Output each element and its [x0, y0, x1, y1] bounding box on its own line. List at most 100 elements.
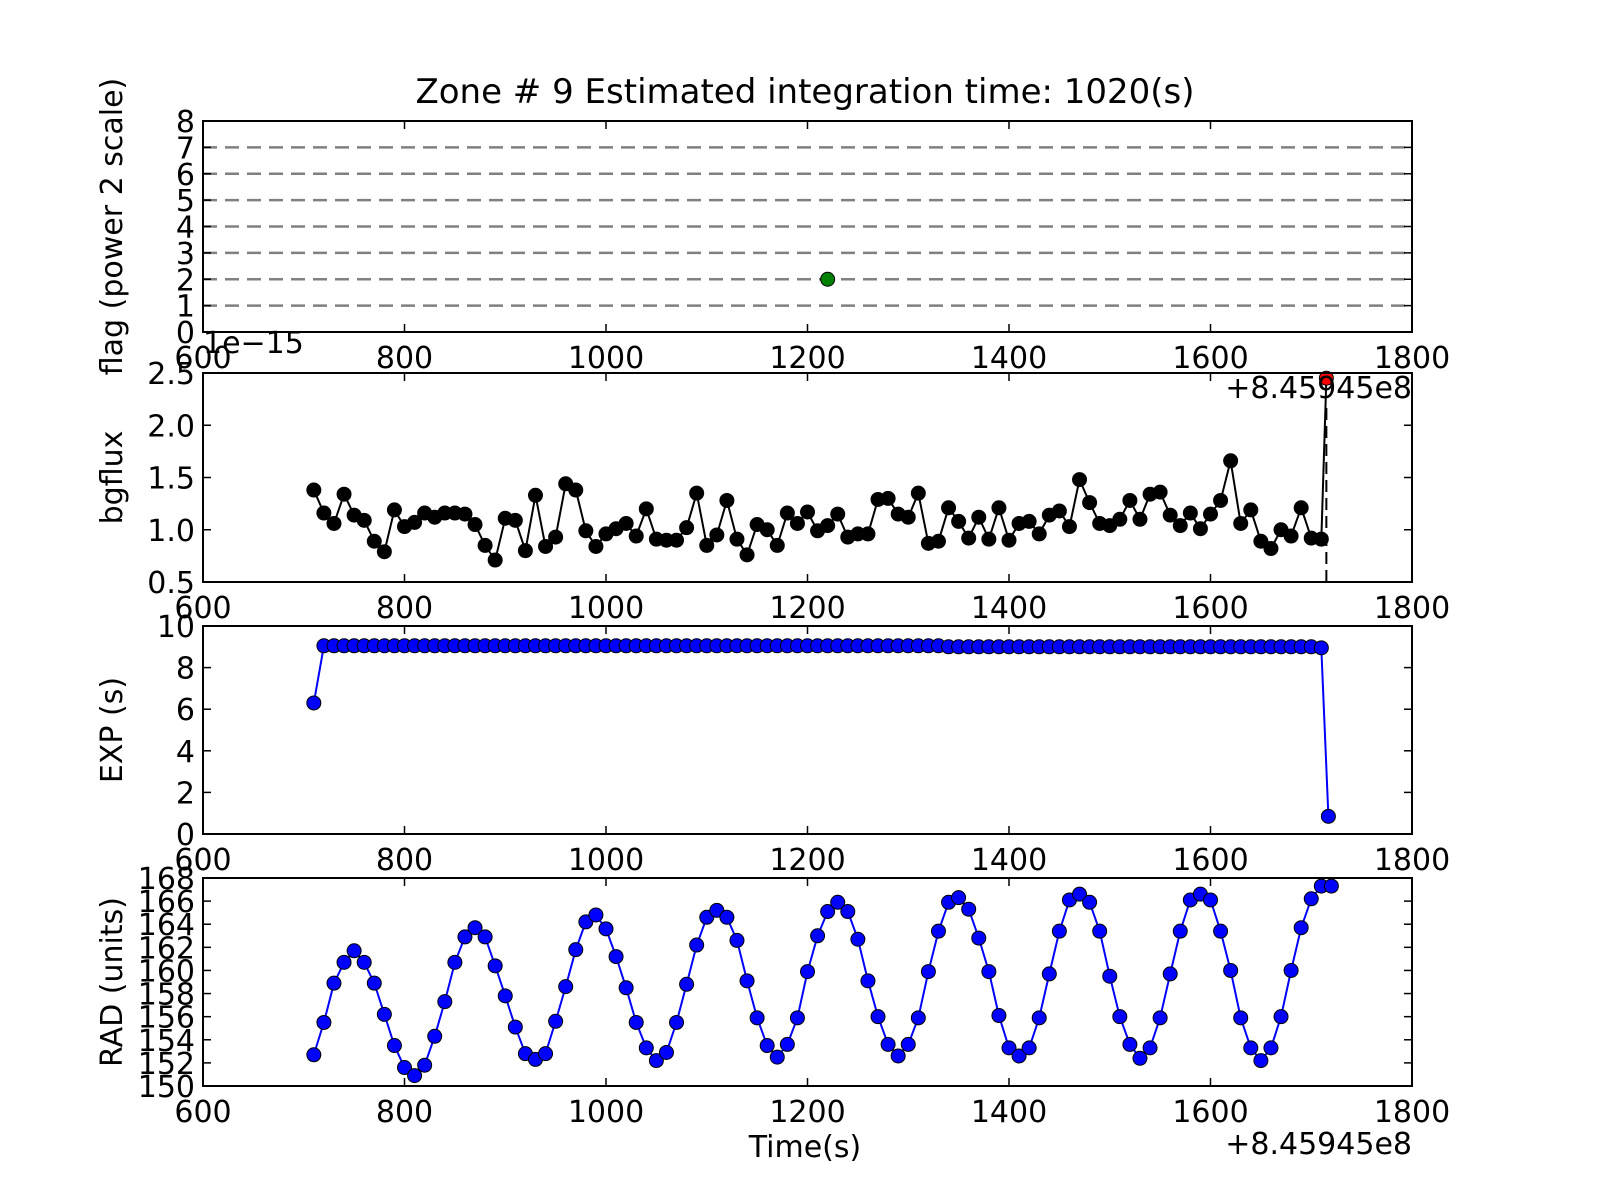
data-point-rad-97: [1283, 962, 1299, 978]
data-point-rad-91: [1223, 962, 1239, 978]
ytick-label-rad-1: 152: [138, 1047, 195, 1082]
data-point-rad-37: [679, 976, 695, 992]
data-point-bgflux-8: [386, 502, 402, 518]
data-point-bgflux-7: [376, 544, 392, 560]
xtick-label-exp-0: 600: [174, 843, 231, 878]
data-point-rad-78: [1092, 923, 1108, 939]
data-point-bgflux-88: [1192, 521, 1208, 537]
xtick-label-bgflux-0: 600: [174, 591, 231, 626]
data-point-bgflux-16: [467, 517, 483, 533]
scale-label-bgflux: 1e−15: [203, 326, 304, 361]
x-offset-label: +8.45945e8: [1225, 1127, 1412, 1162]
data-point-bgflux-46: [769, 537, 785, 553]
data-point-rad-25: [558, 979, 574, 995]
ytick-label-flag-7: 7: [176, 131, 195, 166]
series-segment-bgflux: [1320, 378, 1328, 540]
data-point-bgflux-42: [729, 531, 745, 547]
data-point-rad-4: [346, 943, 362, 959]
data-point-bgflux-21: [517, 543, 533, 559]
data-point-bgflux-89: [1203, 506, 1218, 522]
data-point-rad-38: [689, 937, 705, 953]
data-point-rad-57: [880, 1036, 896, 1052]
xtick-label-rad-4: 1400: [971, 1095, 1047, 1130]
ytick-label-flag-0: 0: [176, 316, 195, 351]
ytick-label-flag-4: 4: [176, 211, 195, 246]
ytick-label-rad-6: 162: [138, 931, 195, 966]
data-point-bgflux-17: [477, 537, 493, 553]
data-point-flag-0: [820, 271, 836, 287]
data-point-bgflux-32: [628, 528, 644, 544]
data-point-bgflux-86: [1172, 518, 1188, 534]
data-point-rad-32: [628, 1014, 644, 1030]
data-point-rad-82: [1132, 1050, 1148, 1066]
data-point-bgflux-55: [860, 526, 876, 542]
data-point-bgflux-92: [1233, 515, 1249, 531]
ytick-label-exp-3: 6: [176, 693, 195, 728]
panels: 600 800 1000 1200 1400 1600 1800012345678flag …: [95, 78, 1450, 1130]
data-point-rad-13: [437, 994, 453, 1010]
data-point-rad-93: [1243, 1040, 1259, 1056]
data-point-rad-9: [397, 1060, 412, 1076]
data-point-rad-30: [608, 949, 624, 965]
data-point-bgflux-2: [326, 515, 342, 531]
data-point-bgflux-27: [578, 523, 594, 539]
xtick-label-rad-5: 1600: [1172, 1095, 1248, 1130]
data-point-rad-90: [1213, 923, 1229, 939]
data-point-bgflux-6: [366, 533, 382, 549]
xtick-label-flag-1: 800: [376, 341, 433, 376]
data-point-bgflux-74: [1051, 503, 1067, 519]
data-point-bgflux-47: [779, 505, 795, 521]
ytick-label-bgflux-1: 1.0: [147, 514, 195, 549]
xtick-label-exp-4: 1400: [971, 843, 1047, 878]
ytick-label-bgflux-0: 0.5: [147, 566, 195, 601]
data-point-rad-80: [1112, 1009, 1128, 1025]
data-point-bgflux-51: [820, 518, 836, 534]
offset-label-bgflux: +8.45945e8: [1225, 371, 1412, 406]
data-point-rad-48: [789, 1010, 805, 1026]
data-point-bgflux-85: [1162, 507, 1178, 523]
figure-title: Zone # 9 Estimated integration time: 102…: [415, 72, 1194, 112]
data-point-bgflux-43: [739, 547, 755, 563]
data-point-rad-3: [336, 954, 352, 970]
data-point-bgflux-1: [316, 505, 332, 521]
data-point-bgflux-68: [991, 500, 1007, 516]
data-point-bgflux-67: [981, 531, 997, 547]
data-point-bgflux-62: [930, 533, 946, 549]
data-point-rad-51: [820, 904, 836, 920]
data-point-exp-100: [1313, 640, 1329, 656]
data-point-rad-58: [890, 1048, 906, 1064]
xtick-label-bgflux-5: 1600: [1172, 591, 1248, 626]
data-point-bgflux-24: [548, 529, 564, 545]
data-point-bgflux-66: [971, 509, 987, 525]
data-point-rad-23: [538, 1046, 554, 1062]
ytick-label-rad-9: 168: [138, 862, 195, 897]
data-point-rad-68: [991, 1008, 1007, 1024]
data-point-rad-52: [830, 894, 846, 910]
ytick-label-rad-7: 164: [138, 908, 195, 943]
xtick-label-bgflux-6: 1800: [1374, 591, 1450, 626]
ytick-label-flag-6: 6: [176, 158, 195, 193]
data-point-rad-50: [810, 928, 826, 944]
ytick-label-rad-3: 156: [138, 1001, 195, 1036]
panel-bgflux: 600 800 1000 1200 1400 1600 1800 0.5 1.0 1.5 2.0 2.…: [95, 326, 1450, 626]
data-point-rad-26: [568, 942, 584, 958]
data-point-bgflux-97: [1283, 528, 1299, 544]
xtick-label-bgflux-4: 1400: [971, 591, 1047, 626]
data-point-rad-55: [860, 973, 876, 989]
series-line-exp: [312, 644, 1330, 817]
data-point-rad-84: [1152, 1010, 1168, 1026]
data-point-rad-72: [1031, 1010, 1047, 1026]
y-axis-label-exp: EXP (s): [95, 677, 130, 783]
data-point-bgflux-90: [1213, 492, 1229, 508]
data-point-bgflux-82: [1132, 511, 1148, 527]
data-point-rad-54: [850, 931, 866, 947]
data-point-rad-36: [669, 1014, 685, 1030]
data-point-bgflux-last: [1318, 370, 1334, 386]
xtick-label-rad-0: 600: [174, 1095, 231, 1130]
data-point-bgflux-36: [669, 532, 685, 548]
xtick-label-exp-1: 800: [376, 843, 433, 878]
data-point-rad-33: [638, 1040, 654, 1056]
data-point-rad-76: [1072, 886, 1088, 902]
